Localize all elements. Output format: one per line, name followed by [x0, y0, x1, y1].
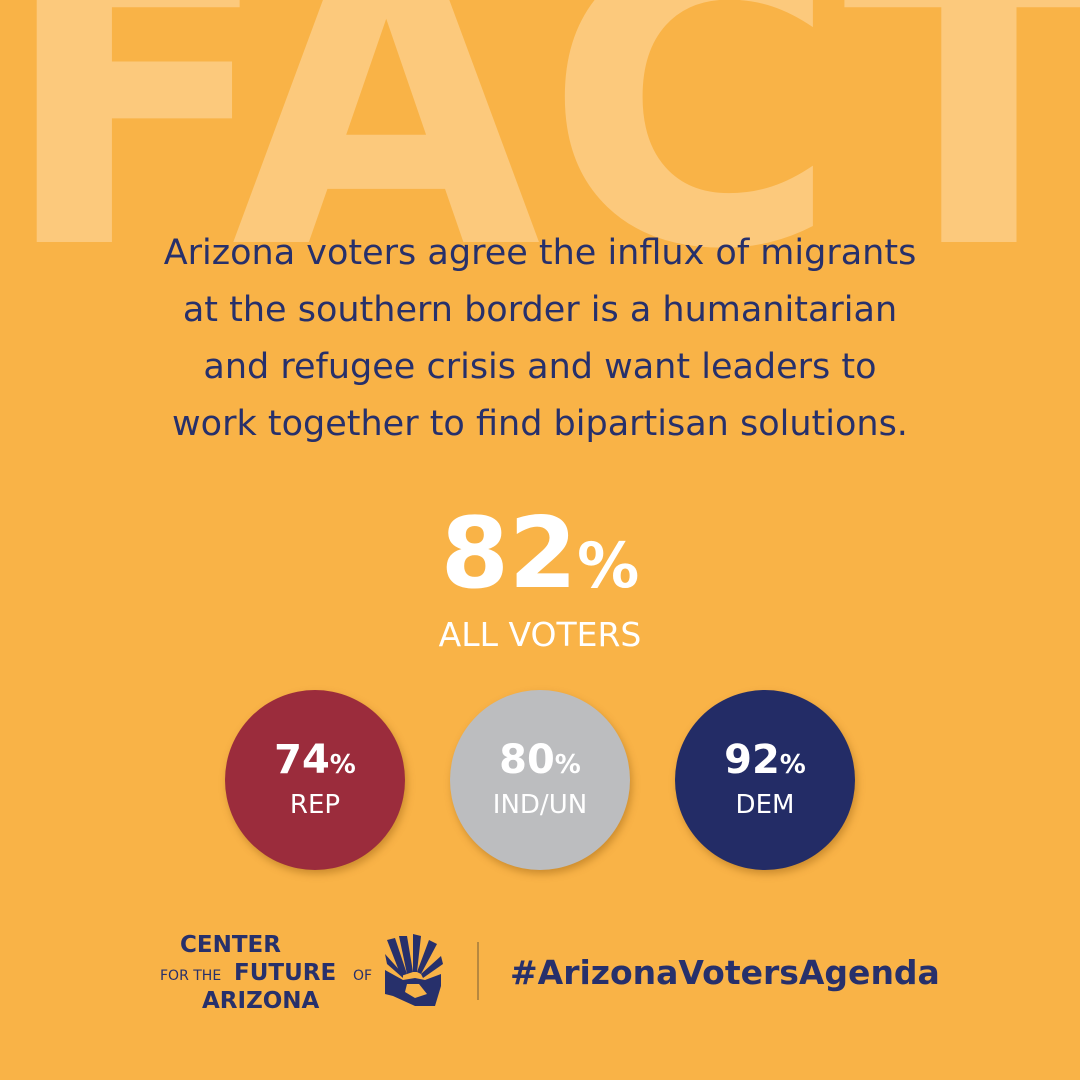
party-circle: 80% IND/UN — [450, 690, 630, 870]
logo-text: ARIZONA — [202, 988, 320, 1014]
headline-label: ALL VOTERS — [438, 615, 642, 654]
logo-text: FOR THE — [160, 968, 222, 984]
logo-icon — [385, 934, 443, 1006]
background-word: FACT — [0, 0, 1080, 337]
stat-unit: % — [329, 750, 356, 780]
party-label: REP — [289, 790, 341, 820]
party-circle: 74% REP — [225, 690, 405, 870]
logo-text: FUTURE — [234, 960, 337, 986]
headline-stat: 82% — [0, 505, 1080, 603]
logo-text: CENTER — [180, 932, 281, 958]
party-label: DEM — [735, 790, 795, 820]
statement: Arizona voters agree the influx of migra… — [0, 225, 1080, 453]
stat-value: 92 — [724, 737, 780, 783]
stat-value: 80 — [499, 737, 555, 783]
hashtag: #ArizonaVotersAgenda — [510, 953, 940, 992]
party-label: IND/UN — [492, 790, 588, 820]
stat-unit: % — [779, 750, 806, 780]
divider — [477, 942, 479, 1000]
stat-unit: % — [577, 529, 640, 602]
statement-line: and refugee crisis and want leaders to — [203, 347, 877, 387]
party-circle: 92% DEM — [675, 690, 855, 870]
statement-line: at the southern border is a humanitarian — [182, 290, 898, 330]
party-stat: 80% — [450, 738, 630, 787]
stat-unit: % — [554, 750, 581, 780]
statement-line: Arizona voters agree the influx of migra… — [163, 233, 917, 273]
party-stat: 92% — [675, 738, 855, 787]
logo-text: OF — [353, 968, 373, 984]
statement-line: work together to find bipartisan solutio… — [172, 404, 908, 444]
stat-value: 74 — [274, 737, 330, 783]
stat-value: 82 — [440, 497, 578, 611]
party-stat: 74% — [225, 738, 405, 787]
